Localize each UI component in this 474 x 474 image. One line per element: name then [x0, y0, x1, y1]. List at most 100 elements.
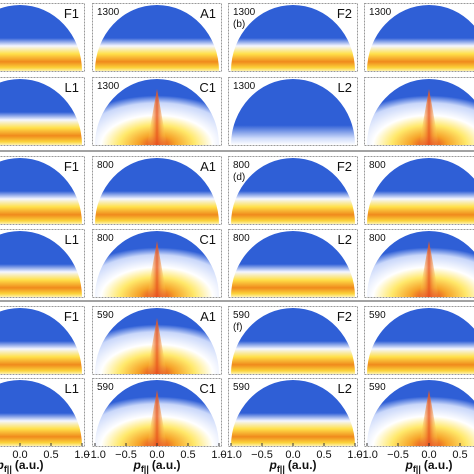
axis-unit: (a.u.)	[288, 458, 317, 472]
panel: A1 1300	[92, 3, 222, 72]
distribution	[367, 5, 474, 71]
axis-symbol: p	[132, 458, 140, 472]
panel: F2 800(d)	[228, 156, 358, 225]
panel-tag: (b)	[233, 19, 245, 30]
panel-energy: 1300	[369, 7, 392, 18]
panel-label: L1	[65, 232, 79, 247]
x-axis-label: pf||(a.u.)	[0, 458, 44, 474]
panel: A800	[364, 156, 474, 225]
distribution	[0, 79, 82, 145]
panel: L1	[0, 229, 85, 298]
panel-energy: 590	[97, 382, 114, 393]
axis-unit: (a.u.)	[15, 458, 44, 472]
panel-energy: 800	[233, 160, 250, 171]
distribution-peak	[147, 318, 167, 374]
x-tick-label: −1.0	[84, 449, 106, 461]
x-tick-label: 0.5	[452, 449, 467, 461]
x-axis-label: pf||(a.u.)	[404, 458, 452, 474]
panel: C800	[364, 229, 474, 298]
axis-symbol: p	[404, 458, 412, 472]
distribution-peak	[419, 89, 439, 145]
x-tick-label: 1.0	[211, 449, 226, 461]
distribution	[231, 158, 355, 224]
distribution	[367, 380, 474, 446]
panel-label: F1	[64, 6, 79, 21]
x-tick-label: 0.0	[421, 449, 436, 461]
distribution	[367, 158, 474, 224]
panel: C1 590	[92, 378, 222, 447]
panel-energy: 800	[97, 233, 114, 244]
distribution	[367, 231, 474, 297]
panel-label: F2	[337, 6, 352, 21]
panel-label: L2	[338, 80, 352, 95]
x-tick-label: 0.5	[43, 449, 58, 461]
distribution-peak	[419, 390, 439, 446]
x-tick-label: −1.0	[356, 449, 378, 461]
panel: L1	[0, 378, 85, 447]
panel-energy: 800	[369, 233, 386, 244]
panel: L1	[0, 77, 85, 146]
panel: A1 590	[92, 306, 222, 375]
x-tick-label: 0.0	[149, 449, 164, 461]
x-axis-label: pf||(a.u.)	[268, 458, 316, 474]
panel: L2 590	[228, 378, 358, 447]
panel-label: C1	[199, 80, 216, 95]
panel-energy: 1300	[233, 7, 256, 18]
panel-label: L2	[338, 381, 352, 396]
distribution	[231, 5, 355, 71]
x-tick-label: 1.0	[347, 449, 362, 461]
x-tick-label: −0.5	[387, 449, 409, 461]
distribution	[231, 231, 355, 297]
panel-energy: 1300	[97, 81, 120, 92]
x-tick-label: 0.0	[12, 449, 27, 461]
panel-energy: 590	[369, 310, 386, 321]
x-tick-label: 0.5	[316, 449, 331, 461]
panel-label: A1	[200, 6, 216, 21]
distribution	[95, 158, 219, 224]
panel: F1	[0, 3, 85, 72]
panel-energy: 590	[233, 310, 250, 321]
distribution-peak	[147, 390, 167, 446]
panel: F2 1300(b)	[228, 3, 358, 72]
panel-label: F1	[64, 309, 79, 324]
distribution	[231, 79, 355, 145]
x-axis-label: pf||(a.u.)	[132, 458, 180, 474]
panel-label: F1	[64, 159, 79, 174]
panel-energy: 1300	[97, 7, 120, 18]
distribution	[0, 308, 82, 374]
distribution-peak	[147, 89, 167, 145]
panel-energy: 800	[369, 160, 386, 171]
panel-label: A1	[200, 159, 216, 174]
panel: L2 1300	[228, 77, 358, 146]
panel: F2 590(f)	[228, 306, 358, 375]
axis-subscript: f||	[277, 464, 285, 474]
distribution	[367, 79, 474, 145]
panel: A590	[364, 306, 474, 375]
axis-unit: (a.u.)	[424, 458, 453, 472]
panel-label: L2	[338, 232, 352, 247]
distribution	[231, 380, 355, 446]
panel-energy: 800	[233, 233, 250, 244]
panel-label: L1	[65, 381, 79, 396]
distribution	[0, 231, 82, 297]
panel	[364, 77, 474, 146]
distribution	[367, 308, 474, 374]
distribution	[0, 5, 82, 71]
panel: C590	[364, 378, 474, 447]
panel-energy: 1300	[233, 81, 256, 92]
panel-label: L1	[65, 80, 79, 95]
panel: C1 800	[92, 229, 222, 298]
panel-label: A1	[200, 309, 216, 324]
panel-energy: 590	[233, 382, 250, 393]
axis-symbol: p	[268, 458, 276, 472]
panel: A1 800	[92, 156, 222, 225]
x-tick-label: 1.0	[74, 449, 89, 461]
x-tick-label: −0.5	[115, 449, 137, 461]
panel-energy: 590	[369, 382, 386, 393]
distribution-peak	[419, 241, 439, 297]
panel-energy: 800	[97, 160, 114, 171]
distribution	[0, 158, 82, 224]
panel-label: C1	[199, 232, 216, 247]
